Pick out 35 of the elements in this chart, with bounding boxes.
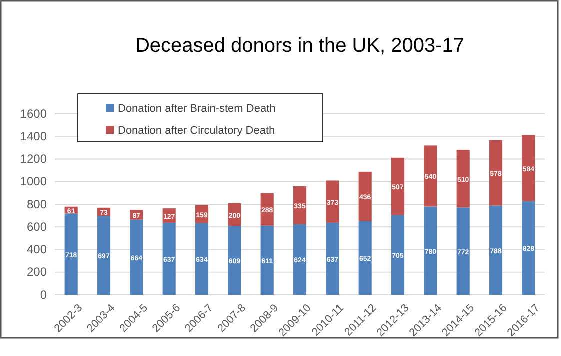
bar [391, 158, 405, 216]
y-tick-label: 1200 [20, 152, 48, 166]
bar [424, 206, 438, 295]
chart-title: Deceased donors in the UK, 2003-17 [135, 35, 465, 57]
bar [130, 220, 144, 295]
bar [456, 150, 470, 208]
y-tick-label: 1400 [20, 129, 48, 144]
bar [162, 222, 176, 295]
bar [326, 222, 340, 295]
bar [64, 214, 78, 295]
y-tick-label: 800 [26, 197, 48, 212]
bar [489, 140, 503, 206]
bar [391, 215, 405, 295]
legend-label: Donation after Brain-stem Death [118, 103, 276, 115]
y-tick-label: 400 [26, 242, 48, 257]
bar [195, 223, 209, 295]
y-tick-label: 1600 [20, 106, 48, 121]
y-tick-label: 200 [26, 265, 48, 280]
bar [522, 201, 536, 295]
bar [97, 216, 111, 295]
bar [293, 224, 307, 295]
bar [358, 221, 372, 295]
bar [424, 146, 438, 207]
legend-label: Donation after Circulatory Death [118, 125, 276, 137]
bar [293, 186, 307, 224]
bar [456, 208, 470, 295]
bar [326, 180, 340, 223]
bar [489, 206, 503, 295]
bar [260, 226, 274, 295]
y-tick-label: 0 [40, 288, 48, 302]
bar [228, 226, 242, 295]
y-tick-label: 1000 [20, 174, 48, 189]
bar [522, 135, 536, 202]
y-tick-label: 600 [26, 220, 48, 234]
bar [358, 172, 372, 222]
